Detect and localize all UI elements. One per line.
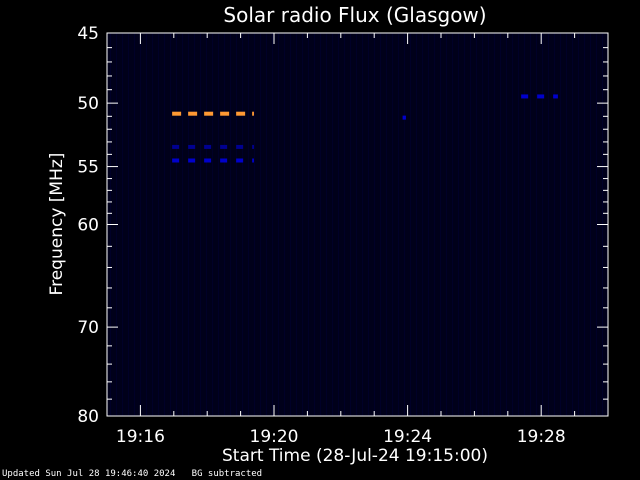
flux-feature-point xyxy=(402,115,406,120)
updated-text: Updated Sun Jul 28 19:46:40 2024 xyxy=(2,469,176,479)
y-tick-label: 55 xyxy=(77,158,99,178)
plot-field xyxy=(107,33,608,416)
x-tick-label: 19:16 xyxy=(116,427,165,447)
y-tick-label: 50 xyxy=(77,94,99,114)
chart-title: Solar radio Flux (Glasgow) xyxy=(223,3,486,27)
x-tick-label: 19:24 xyxy=(383,427,432,447)
y-tick-label: 80 xyxy=(77,407,99,427)
flux-feature-segment xyxy=(252,144,254,149)
y-axis-label: Frequency [MHz] xyxy=(47,153,67,296)
spectral-features xyxy=(172,94,558,163)
y-axis-ticks: 45 50 55 60 70 80 xyxy=(77,24,608,427)
y-tick-label: 60 xyxy=(77,216,99,236)
flux-feature-segment xyxy=(172,144,180,149)
flux-feature-segment xyxy=(204,111,214,116)
bg-subtracted-note: BG subtracted xyxy=(191,469,263,479)
flux-feature-segment xyxy=(204,158,212,163)
flux-feature-segment xyxy=(236,144,244,149)
flux-feature-segment xyxy=(188,158,196,163)
x-tick-label: 19:20 xyxy=(250,427,299,447)
x-tick-label: 19:28 xyxy=(517,427,566,447)
flux-feature-segment xyxy=(521,94,529,99)
x-axis-label: Start Time (28-Jul-24 19:15:00) xyxy=(222,446,488,466)
flux-feature-segment xyxy=(188,111,198,116)
flux-feature-segment xyxy=(537,94,545,99)
flux-feature-segment xyxy=(236,111,246,116)
flux-feature-segment xyxy=(188,144,196,149)
flux-feature-segment xyxy=(220,111,230,116)
flux-feature-segment xyxy=(252,158,254,163)
flux-feature-segment xyxy=(252,111,254,116)
flux-feature-segment xyxy=(172,158,180,163)
y-tick-label: 45 xyxy=(77,24,99,44)
flux-feature-segment xyxy=(553,94,558,99)
flux-feature-segment xyxy=(236,158,244,163)
flux-feature-segment xyxy=(220,158,228,163)
flux-feature-segment xyxy=(220,144,228,149)
x-axis-ticks: 19:16 19:20 19:24 19:28 xyxy=(106,33,609,447)
y-tick-label: 70 xyxy=(77,318,99,338)
flux-feature-segment xyxy=(204,144,212,149)
flux-feature-segment xyxy=(172,111,182,116)
status-footer: Updated Sun Jul 28 19:46:40 2024 BG subt… xyxy=(2,469,262,479)
